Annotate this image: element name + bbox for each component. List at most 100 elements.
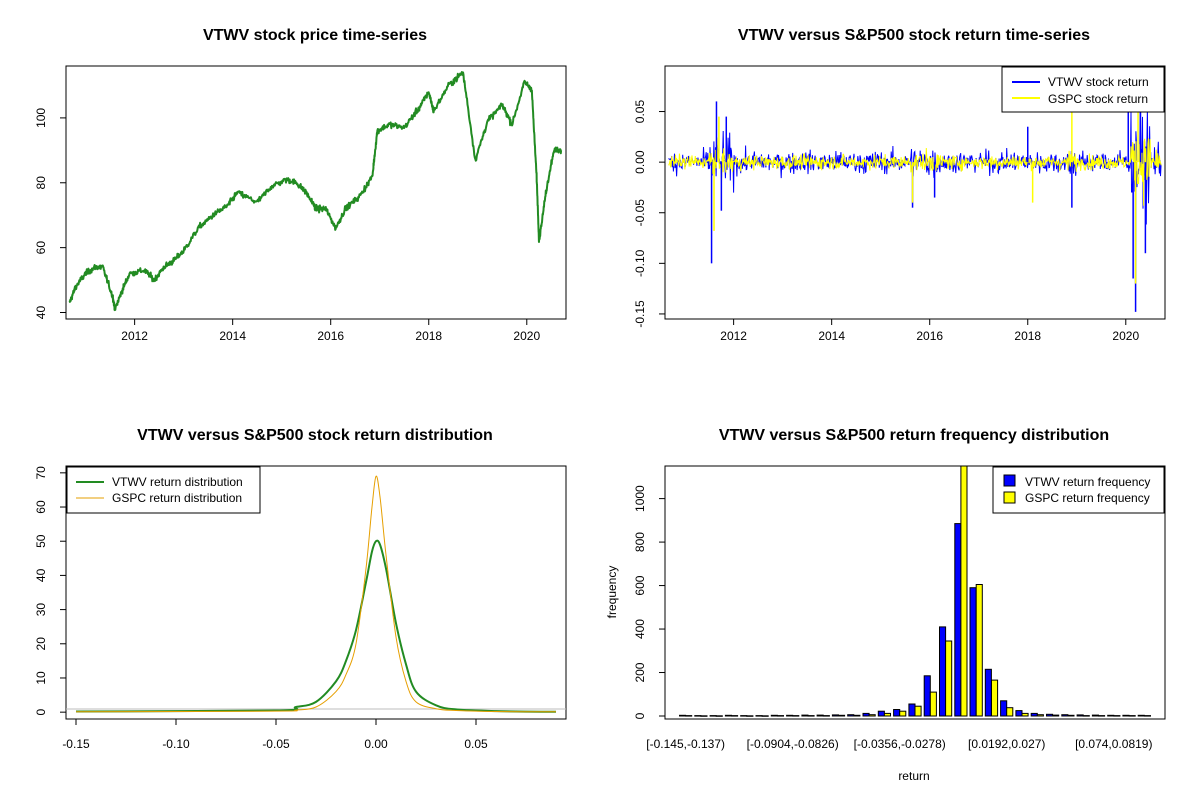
vtwv-frequency-bar bbox=[847, 714, 855, 717]
price-chart-title: VTWV stock price time-series bbox=[203, 27, 427, 44]
histogram-x-tick-label: [0.074,0.0819) bbox=[1075, 737, 1152, 751]
returns-y-axis: -0.15 -0.10 -0.05 0.00 0.05 bbox=[633, 100, 665, 328]
density-y-tick-label: 50 bbox=[34, 534, 48, 548]
histogram-x-tick-label: [-0.0356,-0.0278) bbox=[854, 737, 946, 751]
gspc-frequency-bar bbox=[1036, 714, 1044, 717]
gspc-frequency-bar bbox=[807, 715, 815, 717]
gspc-frequency-bar bbox=[1006, 707, 1014, 717]
histogram-y-tick-label: 600 bbox=[633, 575, 647, 595]
gspc-frequency-bar bbox=[929, 691, 937, 717]
legend-label-gspc-density: GSPC return distribution bbox=[112, 491, 242, 505]
gspc-frequency-bar bbox=[1082, 715, 1090, 717]
density-y-tick-label: 0 bbox=[34, 709, 48, 716]
vtwv-frequency-bar bbox=[1000, 700, 1008, 717]
price-y-tick-label: 60 bbox=[34, 241, 48, 255]
histogram-x-tick-label: [-0.145,-0.137) bbox=[646, 737, 725, 751]
price-x-tick-label: 2012 bbox=[121, 329, 148, 343]
vtwv-frequency-bar bbox=[1046, 713, 1054, 717]
density-y-tick-label: 20 bbox=[34, 637, 48, 651]
histogram-legend-box bbox=[992, 466, 1165, 514]
returns-x-tick-label: 2018 bbox=[1014, 329, 1041, 343]
histogram-chart-title: VTWV versus S&P500 return frequency dist… bbox=[719, 427, 1109, 444]
returns-y-tick-label: -0.05 bbox=[633, 199, 647, 227]
gspc-frequency-bar bbox=[700, 715, 708, 717]
price-y-tick-label: 80 bbox=[34, 176, 48, 190]
histogram-x-axis: [-0.145,-0.137) [-0.0904,-0.0826) [-0.0356… bbox=[646, 737, 1152, 751]
returns-legend: VTWV stock return GSPC stock return bbox=[1001, 66, 1165, 113]
price-x-axis: 2012 2014 2016 2018 2020 bbox=[121, 319, 540, 343]
vtwv-frequency-bar bbox=[709, 715, 717, 717]
returns-y-tick-label: -0.15 bbox=[633, 300, 647, 328]
legend-label-vtwv-density: VTWV return distribution bbox=[112, 475, 243, 489]
density-y-tick-label: 40 bbox=[34, 568, 48, 582]
gspc-frequency-bar bbox=[868, 714, 876, 717]
gspc-frequency-bar bbox=[685, 715, 693, 717]
gspc-frequency-bar bbox=[746, 715, 754, 717]
gspc-frequency-bar bbox=[1052, 714, 1060, 717]
density-legend: VTWV return distribution GSPC return dis… bbox=[66, 466, 261, 514]
legend-label-vtwv-return: VTWV stock return bbox=[1048, 75, 1149, 89]
gspc-frequency-bar bbox=[1143, 715, 1152, 717]
gspc-density-curve bbox=[75, 475, 557, 713]
price-y-axis: 40 60 80 100 bbox=[34, 108, 66, 320]
gspc-frequency-bar bbox=[991, 679, 999, 717]
gspc-frequency-bar bbox=[853, 714, 861, 717]
gspc-frequency-bar bbox=[776, 715, 785, 717]
gspc-frequency-bar bbox=[731, 715, 739, 717]
vtwv-frequency-bar bbox=[740, 715, 748, 717]
vtwv-frequency-bar bbox=[1061, 714, 1069, 717]
panel-histogram: VTWV versus S&P500 return frequency dist… bbox=[605, 427, 1166, 783]
density-series bbox=[75, 475, 557, 713]
gspc-frequency-bar bbox=[883, 712, 892, 717]
density-y-tick-label: 60 bbox=[34, 500, 48, 514]
legend-label-gspc-frequency: GSPC return frequency bbox=[1025, 491, 1150, 505]
returns-legend-box bbox=[1001, 66, 1165, 113]
returns-x-axis: 2012 2014 2016 2018 2020 bbox=[720, 319, 1139, 343]
vtwv-frequency-bar bbox=[755, 715, 763, 717]
density-x-axis: -0.15 -0.10 -0.05 0.00 0.05 bbox=[62, 719, 488, 751]
histogram-y-label: frequency bbox=[605, 566, 619, 619]
vtwv-frequency-bar bbox=[770, 714, 778, 717]
vtwv-frequency-bar bbox=[862, 712, 870, 717]
gspc-frequency-bar bbox=[945, 640, 953, 717]
gspc-frequency-bar bbox=[1021, 712, 1029, 717]
histogram-y-tick-label: 200 bbox=[633, 662, 647, 682]
vtwv-frequency-bar bbox=[786, 714, 794, 717]
gspc-frequency-bar bbox=[1128, 715, 1136, 717]
vtwv-frequency-bar bbox=[893, 709, 901, 717]
density-y-tick-label: 30 bbox=[34, 603, 48, 617]
returns-noise bbox=[668, 102, 1162, 225]
vtwv-frequency-bar bbox=[1107, 714, 1115, 717]
density-x-tick-label: 0.05 bbox=[464, 737, 488, 751]
price-plot-box bbox=[65, 65, 567, 320]
vtwv-frequency-bar bbox=[831, 714, 840, 717]
density-y-axis: 0 10 20 30 40 50 60 70 bbox=[34, 466, 66, 716]
vtwv-frequency-bar bbox=[679, 714, 687, 717]
gspc-frequency-bar bbox=[914, 705, 922, 717]
gspc-frequency-bar bbox=[792, 715, 800, 717]
price-x-tick-label: 2020 bbox=[513, 329, 540, 343]
panel-density: VTWV versus S&P500 stock return distribu… bbox=[34, 427, 567, 751]
histogram-x-label: return bbox=[898, 769, 929, 783]
vtwv-frequency-bar bbox=[1076, 714, 1084, 717]
density-plot-box bbox=[65, 465, 567, 720]
gspc-frequency-bar bbox=[1098, 715, 1106, 717]
histogram-plot-box bbox=[664, 465, 1166, 720]
histogram-y-tick-label: 400 bbox=[633, 619, 647, 639]
returns-plot-box bbox=[664, 65, 1166, 320]
gspc-return-noise bbox=[668, 137, 1162, 206]
price-series bbox=[68, 71, 563, 312]
histogram-y-axis: 0 200 400 600 800 1000 bbox=[633, 485, 665, 719]
density-y-tick-label: 10 bbox=[34, 671, 48, 685]
density-x-tick-label: -0.15 bbox=[62, 737, 90, 751]
vtwv-frequency-bar bbox=[984, 668, 992, 717]
histogram-y-tick-label: 800 bbox=[633, 532, 647, 552]
returns-y-tick-label: 0.00 bbox=[633, 150, 647, 174]
gspc-frequency-bar bbox=[838, 714, 846, 717]
price-y-tick-label: 40 bbox=[34, 306, 48, 320]
density-x-tick-label: -0.10 bbox=[162, 737, 190, 751]
histogram-x-tick-label: [0.0192,0.027) bbox=[968, 737, 1045, 751]
vtwv-frequency-bar bbox=[816, 714, 824, 717]
vtwv-density-curve bbox=[75, 539, 557, 713]
